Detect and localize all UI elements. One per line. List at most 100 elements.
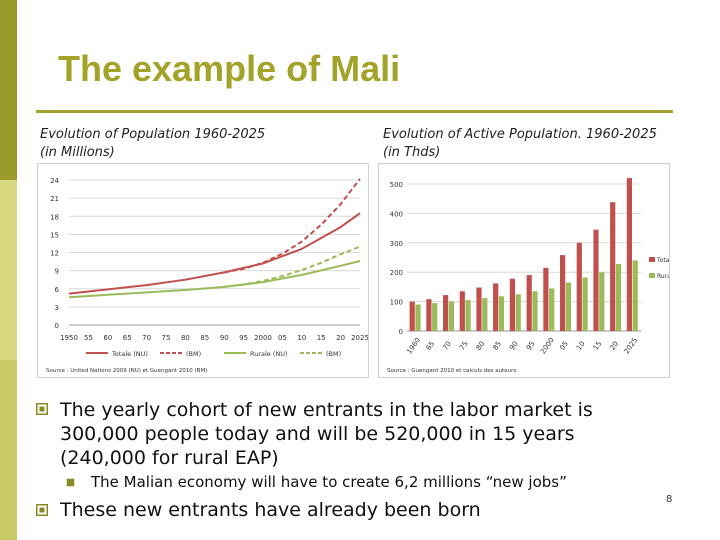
square-bullet-icon bbox=[36, 403, 48, 415]
bar bbox=[415, 304, 421, 331]
legend-label: Totale (NU) bbox=[111, 350, 148, 358]
bar bbox=[448, 301, 454, 331]
bar bbox=[615, 264, 622, 331]
bar bbox=[576, 242, 582, 331]
bar bbox=[593, 229, 599, 331]
bar bbox=[476, 287, 482, 331]
bar bbox=[565, 282, 571, 331]
chart-source: Source : United Nations 2009 (NU) et Gue… bbox=[46, 368, 207, 374]
x-tick-label: 15 bbox=[317, 334, 326, 342]
bar bbox=[459, 291, 465, 331]
x-tick-label: 15 bbox=[592, 340, 604, 352]
right-caption-line2: (in Thds) bbox=[383, 145, 441, 160]
x-tick-label: 60 bbox=[103, 334, 112, 342]
bullet-1-line1: The yearly cohort of new entrants in the… bbox=[60, 399, 593, 421]
y-tick-label: 0 bbox=[399, 328, 403, 336]
series-line bbox=[68, 212, 361, 295]
y-tick-label: 3 bbox=[55, 304, 59, 312]
y-tick-label: 100 bbox=[390, 299, 403, 307]
bar bbox=[426, 299, 432, 331]
x-tick-label: 70 bbox=[441, 340, 453, 352]
x-tick-label: 10 bbox=[297, 334, 306, 342]
x-tick-label: 20 bbox=[608, 340, 620, 352]
x-tick-label: 65 bbox=[123, 334, 132, 342]
x-tick-label: 75 bbox=[458, 340, 470, 352]
bar bbox=[465, 300, 471, 331]
bar bbox=[409, 301, 415, 331]
x-tick-label: 65 bbox=[425, 340, 437, 352]
bullet-1-line3: (240,000 for rural EAP) bbox=[60, 447, 279, 469]
active-population-bar-chart: 0 100 200 300 400 500 1960 65 70 75 80 85 90 95 2000 05… bbox=[378, 163, 670, 378]
bar bbox=[482, 298, 488, 331]
bar bbox=[526, 275, 532, 331]
y-tick-label: 300 bbox=[390, 240, 403, 248]
bar bbox=[493, 283, 499, 331]
left-chart-caption: Evolution of Population 1960-2025 (in Mi… bbox=[40, 126, 265, 162]
left-caption-line2: (in Millions) bbox=[40, 145, 115, 160]
y-tick-label: 18 bbox=[50, 213, 59, 221]
legend-label: Rurale (NU) bbox=[250, 350, 288, 358]
series-line bbox=[224, 178, 361, 274]
bar bbox=[599, 272, 605, 331]
x-tick-label: 10 bbox=[575, 340, 587, 352]
right-caption-line1: Evolution of Active Population. 1960-202… bbox=[383, 127, 657, 142]
y-tick-label: 15 bbox=[50, 231, 59, 239]
bar bbox=[515, 294, 521, 332]
x-tick-label: 75 bbox=[162, 334, 171, 342]
sub-bullet-icon bbox=[66, 478, 75, 487]
bullet-1-line2: 300,000 people today and will be 520,000… bbox=[60, 423, 575, 445]
x-tick-label: 85 bbox=[491, 340, 503, 352]
active-population-bar-chart-svg: 0 100 200 300 400 500 1960 65 70 75 80 85 90 95 2000 05… bbox=[387, 178, 669, 374]
bar bbox=[582, 277, 588, 331]
x-tick-label: 90 bbox=[508, 340, 520, 352]
left-bar-segment bbox=[0, 0, 17, 180]
sub-bullet-text: The Malian economy will have to create 6… bbox=[91, 473, 567, 491]
population-line-chart-svg: 0 3 6 9 12 15 18 21 24 1950 55 60 65 70 75 80 85 90 95 2000… bbox=[46, 177, 368, 374]
x-tick-label: 90 bbox=[220, 334, 229, 342]
x-tick-label: 20 bbox=[336, 334, 345, 342]
x-tick-label: 2025 bbox=[351, 334, 368, 342]
x-tick-label: 85 bbox=[200, 334, 209, 342]
y-tick-label: 24 bbox=[50, 177, 59, 185]
bar bbox=[549, 288, 555, 331]
y-tick-label: 21 bbox=[50, 195, 59, 203]
bullet-1-text: The yearly cohort of new entrants in the… bbox=[60, 398, 593, 470]
chart-source: Source : Guengant 2010 et calculs des au… bbox=[387, 368, 516, 374]
x-tick-label: 70 bbox=[142, 334, 151, 342]
x-tick-label: 2000 bbox=[254, 334, 272, 342]
right-chart-caption: Evolution of Active Population. 1960-202… bbox=[383, 126, 657, 162]
bar bbox=[432, 303, 438, 331]
bar bbox=[532, 291, 538, 331]
y-tick-label: 9 bbox=[55, 268, 59, 276]
bar bbox=[509, 278, 515, 331]
y-tick-label: 500 bbox=[390, 181, 403, 189]
bar bbox=[498, 296, 505, 331]
legend-label: Totale bbox=[656, 257, 669, 264]
left-caption-line1: Evolution of Population 1960-2025 bbox=[40, 127, 266, 142]
x-tick-label: 2000 bbox=[539, 336, 556, 355]
bar bbox=[560, 255, 566, 331]
x-tick-label: 95 bbox=[525, 340, 537, 352]
population-line-chart: 0 3 6 9 12 15 18 21 24 1950 55 60 65 70 75 80 85 90 95 2000… bbox=[37, 163, 369, 378]
title-underline bbox=[36, 110, 673, 113]
x-tick-label: 1950 bbox=[60, 334, 78, 342]
slide-title: The example of Mali bbox=[58, 48, 401, 89]
bar bbox=[632, 260, 638, 331]
left-bar-segment bbox=[0, 180, 17, 360]
legend-label: (BM) bbox=[186, 350, 201, 358]
legend-label: Rurale bbox=[657, 273, 669, 280]
legend-label: (BM) bbox=[326, 350, 341, 358]
bar bbox=[626, 178, 632, 331]
legend-swatch bbox=[649, 273, 655, 278]
x-tick-label: 55 bbox=[84, 334, 93, 342]
left-bar-segment bbox=[0, 360, 17, 540]
y-tick-label: 0 bbox=[55, 322, 59, 330]
x-tick-label: 80 bbox=[475, 340, 487, 352]
y-tick-label: 12 bbox=[50, 250, 59, 258]
y-tick-label: 6 bbox=[55, 286, 60, 294]
x-tick-label: 95 bbox=[239, 334, 248, 342]
page-number: 8 bbox=[666, 494, 673, 505]
left-accent-bar bbox=[0, 0, 17, 540]
y-tick-label: 400 bbox=[390, 210, 403, 218]
bar bbox=[610, 202, 616, 331]
